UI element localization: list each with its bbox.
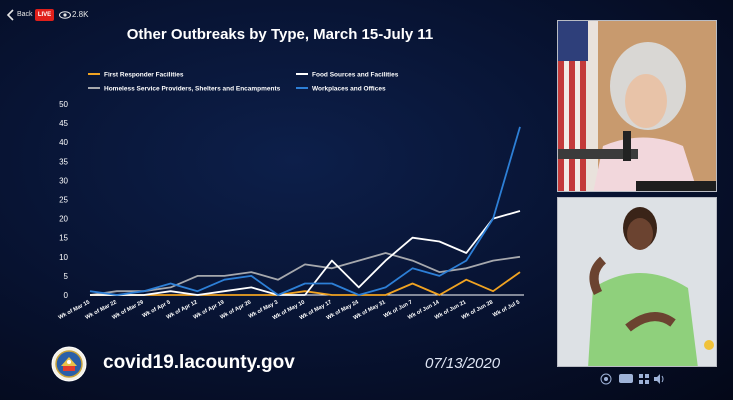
y-tick-label: 45 [59,119,68,128]
back-button[interactable]: Back [17,11,33,18]
chat-icon[interactable] [618,373,634,385]
series-line [89,126,521,296]
player-controls [600,373,670,387]
legend-label: Food Sources and Facilities [312,72,399,79]
legend-label: Homeless Service Providers, Shelters and… [104,86,281,93]
slide-date: 07/13/2020 [425,355,501,372]
y-tick-label: 20 [59,215,68,224]
interpreter-video [557,197,717,367]
live-badge: LIVE [35,9,54,21]
legend-label: Workplaces and Offices [312,86,386,93]
speaker-video [557,20,717,192]
grid-icon[interactable] [638,373,650,385]
series-line [90,210,521,296]
y-tick-label: 10 [59,253,68,262]
back-chevron-icon[interactable] [6,9,16,21]
y-tick-label: 5 [64,272,69,281]
live-stream-topbar: Back LIVE 2.8K [0,0,733,30]
website-url: covid19.lacounty.gov [103,352,295,373]
y-tick-label: 30 [59,176,68,185]
y-tick-label: 40 [59,138,68,147]
volume-icon[interactable] [653,373,665,385]
y-tick-label: 15 [59,234,68,243]
y-tick-label: 35 [59,157,68,166]
accessibility-icon[interactable] [600,373,612,385]
eye-icon [59,11,71,19]
x-tick-label: Wk of Apr 26 [219,299,252,320]
x-tick-label: Wk of Jul 5 [492,299,521,318]
chart-title: Other Outbreaks by Type, March 15-July 1… [126,26,434,43]
county-seal-icon [51,346,87,382]
viewer-count: 2.8K [72,10,89,19]
y-tick-label: 0 [64,291,69,300]
series-line [90,271,521,296]
y-tick-label: 25 [59,196,68,205]
legend-label: First Responder Facilities [104,72,184,79]
y-tick-label: 50 [59,100,68,109]
